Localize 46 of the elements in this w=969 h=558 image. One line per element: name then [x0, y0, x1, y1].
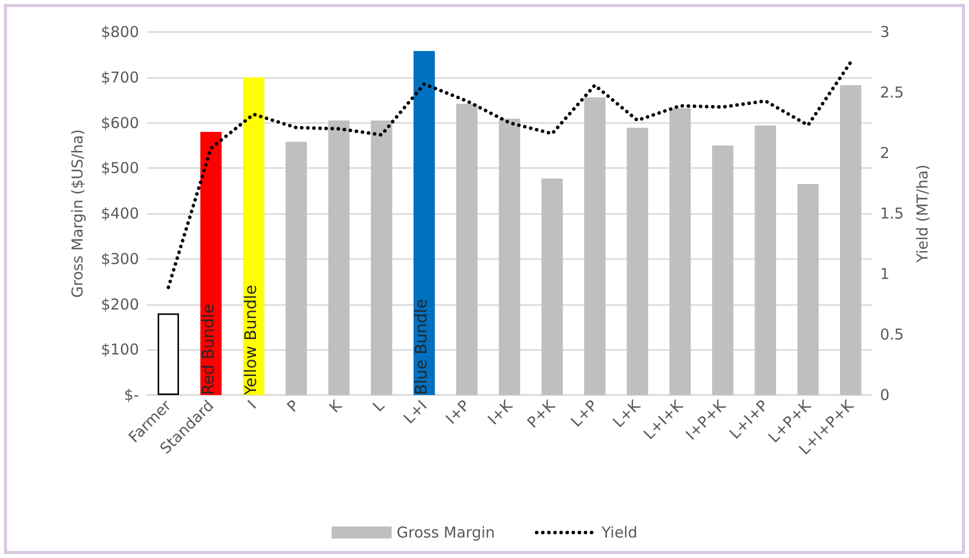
y-tick-label: $200 — [100, 295, 139, 314]
y2-tick-label: 2.5 — [880, 84, 904, 102]
bar — [840, 85, 862, 395]
x-tick-label: L+I — [400, 396, 431, 428]
bar — [712, 145, 734, 395]
x-tick-label: L — [369, 396, 388, 416]
bar — [498, 118, 520, 395]
bar — [242, 77, 264, 395]
bar — [158, 313, 179, 395]
y2-axis-title: Yield (MT/ha) — [913, 164, 932, 264]
y-tick-label: $500 — [100, 159, 139, 178]
bar — [328, 120, 350, 395]
x-tick-label: P — [284, 396, 303, 416]
y-tick-label: $- — [124, 386, 139, 404]
y2-tick-label: 0.5 — [880, 326, 904, 344]
annotation: Yellow Bundle — [241, 284, 260, 396]
x-tick-label: I — [244, 396, 260, 412]
legend-label: Yield — [600, 524, 638, 542]
x-tick-label: I+P — [442, 396, 474, 428]
y-tick-label: $700 — [100, 68, 139, 86]
bar — [286, 142, 307, 395]
y2-tick-label: 1 — [880, 265, 890, 283]
y2-tick-label: 0 — [880, 386, 890, 404]
y-axis-title: Gross Margin ($US/ha) — [68, 129, 86, 298]
bar — [669, 108, 691, 395]
y-tick-label: $800 — [100, 23, 139, 41]
x-tick-label: I+K — [484, 396, 517, 428]
y2-tick-label: 1.5 — [880, 204, 904, 222]
y-tick-label: $600 — [100, 114, 139, 132]
bar — [584, 97, 606, 395]
annotation: Blue Bundle — [412, 298, 431, 395]
y-tick-label: $100 — [100, 340, 139, 359]
bar — [797, 184, 819, 395]
y-tick-label: $400 — [100, 204, 139, 222]
x-tick-label: K — [326, 396, 346, 416]
bar — [754, 125, 776, 395]
bar — [456, 104, 478, 395]
bar — [414, 51, 435, 395]
bar — [370, 120, 392, 395]
y2-tick-label: 2 — [880, 144, 890, 162]
bar — [626, 128, 648, 395]
legend-label: Gross Margin — [396, 524, 495, 542]
annotation: Red Bundle — [198, 304, 218, 395]
bar — [541, 178, 563, 395]
y2-tick-label: 3 — [880, 23, 890, 41]
y-tick-label: $300 — [100, 250, 139, 268]
